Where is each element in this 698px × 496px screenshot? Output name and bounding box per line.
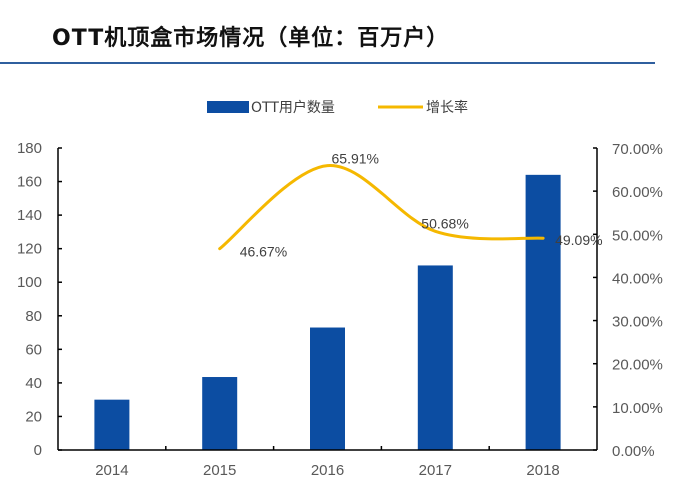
growth-label-2016: 65.91% bbox=[332, 151, 379, 167]
growth-label-2015: 46.67% bbox=[240, 244, 287, 260]
bar-2018 bbox=[525, 174, 561, 450]
left-tick-label: 60 bbox=[25, 341, 42, 358]
right-tick-label: 0.00% bbox=[612, 443, 655, 460]
left-tick-label: 0 bbox=[34, 442, 42, 459]
right-tick-label: 60.00% bbox=[612, 184, 663, 201]
left-tick-label: 80 bbox=[25, 308, 42, 325]
line-series: 46.67% 65.91% 50.68% 49.09% bbox=[218, 151, 603, 260]
legend: OTT用户数量 增长率 bbox=[207, 99, 468, 116]
bar-series bbox=[94, 174, 561, 450]
legend-swatch-bar bbox=[207, 101, 249, 113]
growth-label-2018: 49.09% bbox=[555, 232, 602, 248]
x-tick-label: 2016 bbox=[311, 462, 344, 479]
growth-rate-line bbox=[218, 164, 545, 251]
x-tick-label: 2017 bbox=[419, 462, 452, 479]
left-tick-label: 160 bbox=[17, 174, 42, 191]
legend-label-bar: OTT用户数量 bbox=[251, 99, 335, 116]
left-tick-label: 20 bbox=[25, 408, 42, 425]
growth-label-2017: 50.68% bbox=[421, 215, 468, 231]
axes bbox=[57, 147, 598, 451]
left-tick-label: 120 bbox=[17, 241, 42, 258]
left-tick-label: 40 bbox=[25, 375, 42, 392]
title-divider bbox=[0, 62, 655, 64]
right-tick-label: 20.00% bbox=[612, 357, 663, 374]
right-tick-label: 40.00% bbox=[612, 270, 663, 287]
x-tick-label: 2018 bbox=[526, 462, 559, 479]
right-tick-label: 50.00% bbox=[612, 227, 663, 244]
right-tick-label: 30.00% bbox=[612, 314, 663, 331]
right-tick-label: 70.00% bbox=[612, 141, 663, 158]
chart-title: OTT机顶盒市场情况（单位：百万户） bbox=[52, 26, 450, 51]
left-tick-label: 180 bbox=[17, 140, 42, 157]
bar-2017 bbox=[417, 265, 453, 450]
bar-2015 bbox=[202, 377, 238, 450]
x-tick-label: 2014 bbox=[95, 462, 128, 479]
left-tick-label: 140 bbox=[17, 207, 42, 224]
bar-2014 bbox=[94, 399, 130, 450]
left-tick-label: 100 bbox=[17, 274, 42, 291]
tick-labels: 0 20 40 60 80 100 120 140 160 180 0.00% 10.00% 20.00… bbox=[17, 140, 663, 479]
right-tick-label: 10.00% bbox=[612, 400, 663, 417]
legend-label-line: 增长率 bbox=[426, 99, 468, 116]
x-tick-label: 2015 bbox=[203, 462, 236, 479]
bar-2016 bbox=[310, 327, 345, 450]
